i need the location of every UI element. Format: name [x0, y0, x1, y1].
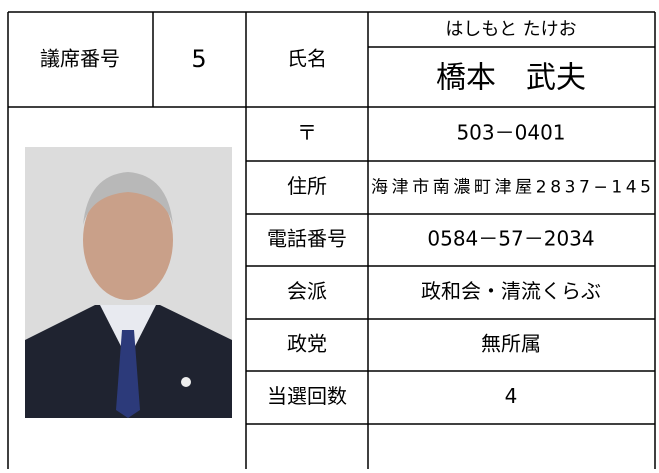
row-value: 海津市南濃町津屋2837−145	[371, 178, 651, 198]
row-value: 0584－57－2034	[427, 227, 594, 251]
row-label: 会派	[287, 279, 327, 303]
row-label: 電話番号	[267, 227, 347, 251]
row-label: 住所	[287, 174, 327, 198]
row-value: 503－0401	[456, 121, 565, 145]
row-label: 〒	[297, 121, 317, 145]
name-label: 氏名	[287, 47, 327, 71]
row-value: 4	[505, 384, 518, 408]
seat-label: 議席番号	[40, 47, 120, 71]
info-rows: 〒 503－0401 住所 海津市南濃町津屋2837−145 電話番号 0584－57－2…	[267, 121, 651, 409]
row-label: 政党	[287, 332, 327, 356]
seat-number: 5	[191, 45, 206, 73]
row-label: 当選回数	[267, 384, 347, 408]
full-name: 橋本 武夫	[436, 61, 586, 96]
portrait-photo	[25, 147, 232, 418]
table-lines	[7, 11, 656, 469]
furigana: はしもと たけお	[445, 19, 576, 40]
row-value: 政和会・清流くらぶ	[421, 279, 601, 303]
row-value: 無所属	[481, 332, 541, 356]
